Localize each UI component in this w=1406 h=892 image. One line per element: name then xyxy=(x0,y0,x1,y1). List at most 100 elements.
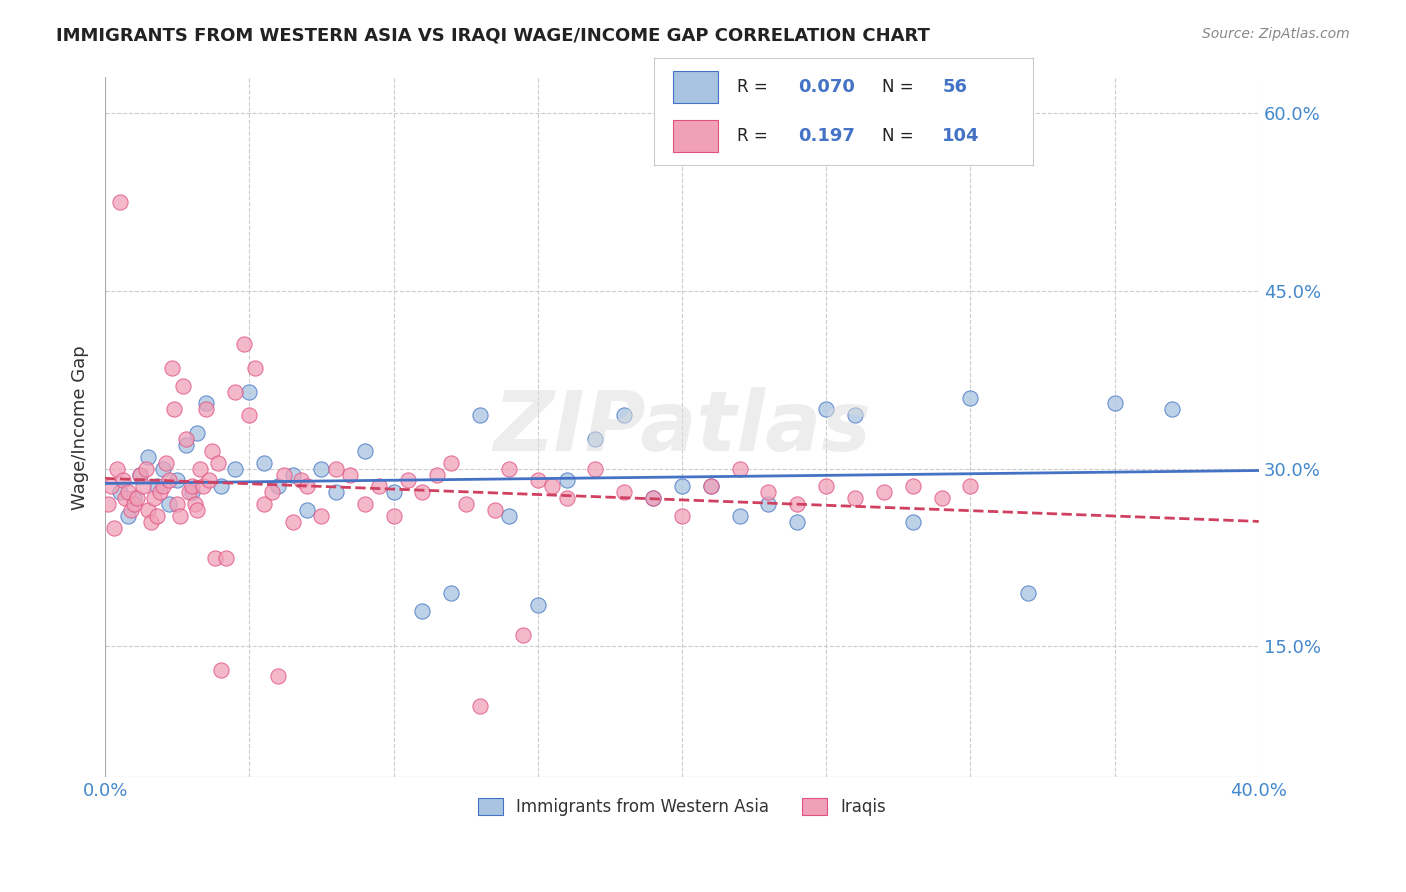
Point xyxy=(215,550,238,565)
Point xyxy=(273,467,295,482)
Point xyxy=(131,479,153,493)
Point xyxy=(207,456,229,470)
Point xyxy=(114,491,136,506)
Text: 0.197: 0.197 xyxy=(799,128,855,145)
Point xyxy=(643,491,665,506)
Point xyxy=(201,443,224,458)
Point xyxy=(267,669,290,683)
Point xyxy=(786,515,808,529)
Point xyxy=(844,409,866,423)
Point xyxy=(209,663,232,677)
Point xyxy=(643,491,665,506)
Point xyxy=(232,337,254,351)
Point xyxy=(728,461,751,475)
Point xyxy=(172,378,194,392)
Point xyxy=(585,461,607,475)
Point xyxy=(243,360,266,375)
Point xyxy=(585,432,607,446)
Point xyxy=(186,503,208,517)
Point xyxy=(262,485,284,500)
Point xyxy=(120,503,142,517)
Point xyxy=(311,461,333,475)
Point xyxy=(195,402,218,417)
Point xyxy=(238,409,260,423)
Point xyxy=(396,474,419,488)
Point xyxy=(468,698,491,713)
Point xyxy=(180,485,202,500)
Point xyxy=(758,485,780,500)
Point xyxy=(157,474,180,488)
Text: 0.070: 0.070 xyxy=(799,78,855,95)
Point xyxy=(149,485,172,500)
Point xyxy=(700,479,723,493)
Point xyxy=(700,479,723,493)
Point xyxy=(152,461,174,475)
Point xyxy=(117,485,139,500)
Point xyxy=(498,461,520,475)
Point xyxy=(111,474,134,488)
Legend: Immigrants from Western Asia, Iraqis: Immigrants from Western Asia, Iraqis xyxy=(470,789,894,824)
Point xyxy=(190,461,212,475)
Text: N =: N = xyxy=(882,78,918,95)
Text: Source: ZipAtlas.com: Source: ZipAtlas.com xyxy=(1202,27,1350,41)
Point xyxy=(224,384,246,399)
Point xyxy=(526,598,548,612)
Point xyxy=(204,550,226,565)
Point xyxy=(103,521,125,535)
Point xyxy=(253,497,276,511)
Point xyxy=(174,438,197,452)
Point xyxy=(163,402,186,417)
Point xyxy=(411,604,433,618)
Point xyxy=(426,467,449,482)
Point xyxy=(1104,396,1126,410)
Point xyxy=(555,474,578,488)
Point xyxy=(155,456,177,470)
Point xyxy=(1017,586,1039,600)
Point xyxy=(166,474,188,488)
Point xyxy=(224,461,246,475)
Point xyxy=(440,456,463,470)
Point xyxy=(169,509,191,524)
Point xyxy=(295,503,318,517)
Point xyxy=(613,485,636,500)
Point xyxy=(174,432,197,446)
Point xyxy=(454,497,477,511)
Point xyxy=(267,479,290,493)
Point xyxy=(152,479,174,493)
Point xyxy=(671,509,693,524)
Point xyxy=(198,474,221,488)
Point xyxy=(353,443,375,458)
Point xyxy=(555,491,578,506)
Text: 104: 104 xyxy=(942,128,980,145)
Point xyxy=(339,467,361,482)
Point xyxy=(440,586,463,600)
Point xyxy=(177,485,200,500)
Point xyxy=(193,479,215,493)
Y-axis label: Wage/Income Gap: Wage/Income Gap xyxy=(72,345,89,509)
Point xyxy=(183,497,205,511)
Point xyxy=(959,479,981,493)
Point xyxy=(815,479,838,493)
Point xyxy=(541,479,564,493)
Point xyxy=(122,491,145,506)
Point xyxy=(382,485,405,500)
Point xyxy=(484,503,506,517)
Point xyxy=(325,461,347,475)
Point xyxy=(671,479,693,493)
Point xyxy=(325,485,347,500)
Point xyxy=(844,491,866,506)
Point xyxy=(468,409,491,423)
Point xyxy=(353,497,375,511)
Point xyxy=(613,409,636,423)
Point xyxy=(281,467,304,482)
Point xyxy=(157,497,180,511)
Point xyxy=(526,474,548,488)
Point xyxy=(512,627,534,641)
Text: R =: R = xyxy=(737,128,773,145)
Point xyxy=(138,503,160,517)
Point xyxy=(238,384,260,399)
Point xyxy=(295,479,318,493)
Point xyxy=(146,479,169,493)
Point xyxy=(141,515,163,529)
Point xyxy=(143,491,166,506)
